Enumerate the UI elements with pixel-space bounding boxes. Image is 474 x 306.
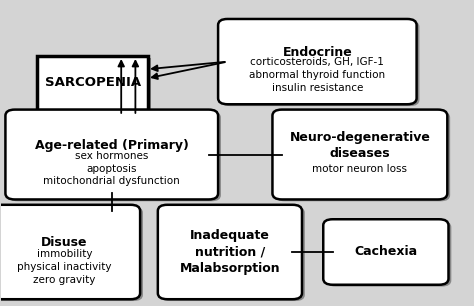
FancyBboxPatch shape bbox=[221, 21, 419, 106]
Text: Age-related (Primary): Age-related (Primary) bbox=[35, 139, 189, 152]
Text: immobility
physical inactivity
zero gravity: immobility physical inactivity zero grav… bbox=[17, 249, 112, 285]
FancyBboxPatch shape bbox=[5, 110, 218, 200]
FancyBboxPatch shape bbox=[326, 221, 451, 287]
Text: Neuro-degenerative
diseases: Neuro-degenerative diseases bbox=[290, 131, 430, 160]
FancyBboxPatch shape bbox=[0, 205, 140, 299]
Text: SARCOPENIA: SARCOPENIA bbox=[45, 76, 141, 89]
FancyBboxPatch shape bbox=[275, 111, 450, 201]
FancyBboxPatch shape bbox=[8, 111, 221, 201]
Text: Cachexia: Cachexia bbox=[354, 245, 418, 259]
FancyBboxPatch shape bbox=[0, 207, 143, 301]
FancyBboxPatch shape bbox=[273, 110, 447, 200]
Text: Inadequate
nutrition /
Malabsorption: Inadequate nutrition / Malabsorption bbox=[180, 229, 280, 275]
Text: sex hormones
apoptosis
mitochondrial dysfunction: sex hormones apoptosis mitochondrial dys… bbox=[44, 151, 180, 186]
FancyBboxPatch shape bbox=[40, 58, 151, 111]
Text: Endocrine: Endocrine bbox=[283, 46, 352, 59]
FancyBboxPatch shape bbox=[218, 19, 417, 104]
FancyBboxPatch shape bbox=[323, 219, 448, 285]
FancyBboxPatch shape bbox=[37, 56, 148, 110]
Text: motor neuron loss: motor neuron loss bbox=[312, 163, 407, 174]
FancyBboxPatch shape bbox=[161, 207, 305, 301]
FancyBboxPatch shape bbox=[158, 205, 302, 299]
Text: Disuse: Disuse bbox=[41, 236, 88, 249]
Text: corticosteroids, GH, IGF-1
abnormal thyroid function
insulin resistance: corticosteroids, GH, IGF-1 abnormal thyr… bbox=[249, 57, 385, 93]
